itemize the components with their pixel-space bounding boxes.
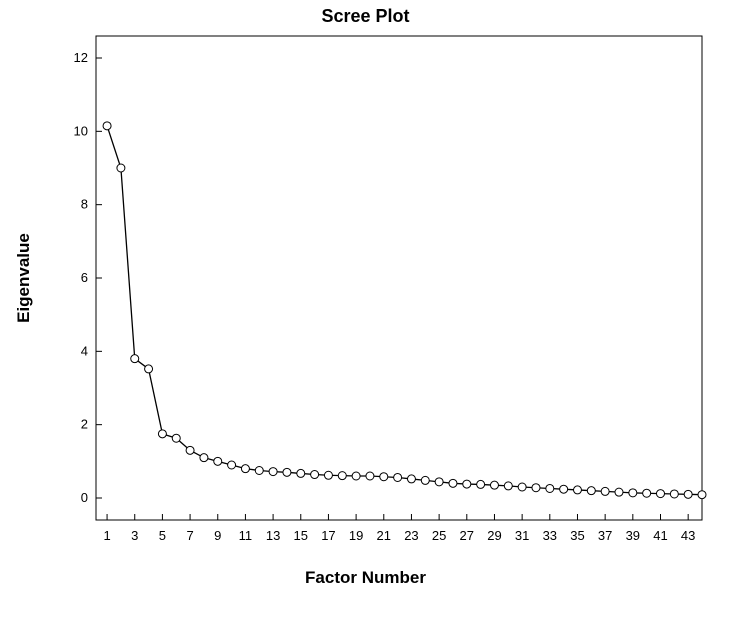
series-marker <box>214 457 222 465</box>
y-tick-label: 6 <box>81 270 88 285</box>
series-marker <box>504 482 512 490</box>
x-tick-label: 11 <box>239 528 253 543</box>
series-marker <box>158 430 166 438</box>
series-marker <box>311 471 319 479</box>
series-marker <box>241 465 249 473</box>
series-marker <box>200 454 208 462</box>
scree-plot-chart: Scree Plot Eigenvalue 024681012135791113… <box>0 0 731 619</box>
x-tick-label: 17 <box>321 528 335 543</box>
x-tick-label: 39 <box>626 528 640 543</box>
x-tick-label: 29 <box>487 528 501 543</box>
series-marker <box>615 488 623 496</box>
series-marker <box>352 472 360 480</box>
series-marker <box>117 164 125 172</box>
x-tick-label: 19 <box>349 528 363 543</box>
series-marker <box>131 355 139 363</box>
y-tick-label: 8 <box>81 197 88 212</box>
x-tick-label: 33 <box>543 528 557 543</box>
x-tick-label: 5 <box>159 528 166 543</box>
series-marker <box>283 468 291 476</box>
chart-canvas: 0246810121357911131517192123252729313335… <box>0 0 731 619</box>
series-marker <box>297 469 305 477</box>
x-tick-label: 1 <box>103 528 110 543</box>
x-tick-label: 31 <box>515 528 529 543</box>
x-tick-label: 27 <box>460 528 474 543</box>
series-marker <box>449 479 457 487</box>
series-marker <box>421 476 429 484</box>
y-tick-label: 12 <box>74 50 88 65</box>
x-tick-label: 15 <box>294 528 308 543</box>
series-marker <box>463 480 471 488</box>
x-tick-label: 21 <box>377 528 391 543</box>
x-tick-label: 41 <box>653 528 667 543</box>
x-tick-label: 13 <box>266 528 280 543</box>
series-marker <box>407 475 415 483</box>
series-marker <box>228 461 236 469</box>
series-marker <box>269 468 277 476</box>
series-marker <box>518 483 526 491</box>
series-marker <box>394 473 402 481</box>
series-marker <box>573 486 581 494</box>
x-tick-label: 43 <box>681 528 695 543</box>
series-marker <box>338 472 346 480</box>
series-line <box>107 126 702 495</box>
x-tick-label: 35 <box>570 528 584 543</box>
series-marker <box>629 489 637 497</box>
series-marker <box>172 434 180 442</box>
series-marker <box>560 485 568 493</box>
series-marker <box>477 480 485 488</box>
x-tick-label: 23 <box>404 528 418 543</box>
x-tick-label: 7 <box>186 528 193 543</box>
series-marker <box>366 472 374 480</box>
series-marker <box>380 473 388 481</box>
y-tick-label: 4 <box>81 343 88 358</box>
x-tick-label: 25 <box>432 528 446 543</box>
series-marker <box>670 490 678 498</box>
series-marker <box>656 490 664 498</box>
series-marker <box>255 467 263 475</box>
series-marker <box>601 487 609 495</box>
series-marker <box>643 489 651 497</box>
x-tick-label: 3 <box>131 528 138 543</box>
y-tick-label: 0 <box>81 490 88 505</box>
x-axis-label: Factor Number <box>0 568 731 588</box>
series-marker <box>324 471 332 479</box>
x-tick-label: 37 <box>598 528 612 543</box>
series-marker <box>435 478 443 486</box>
series-marker <box>546 484 554 492</box>
y-tick-label: 10 <box>74 123 88 138</box>
series-marker <box>532 484 540 492</box>
series-marker <box>103 122 111 130</box>
series-marker <box>490 481 498 489</box>
series-marker <box>587 487 595 495</box>
series-marker <box>698 491 706 499</box>
series-marker <box>684 490 692 498</box>
series-marker <box>145 365 153 373</box>
series-marker <box>186 446 194 454</box>
x-tick-label: 9 <box>214 528 221 543</box>
y-tick-label: 2 <box>81 417 88 432</box>
